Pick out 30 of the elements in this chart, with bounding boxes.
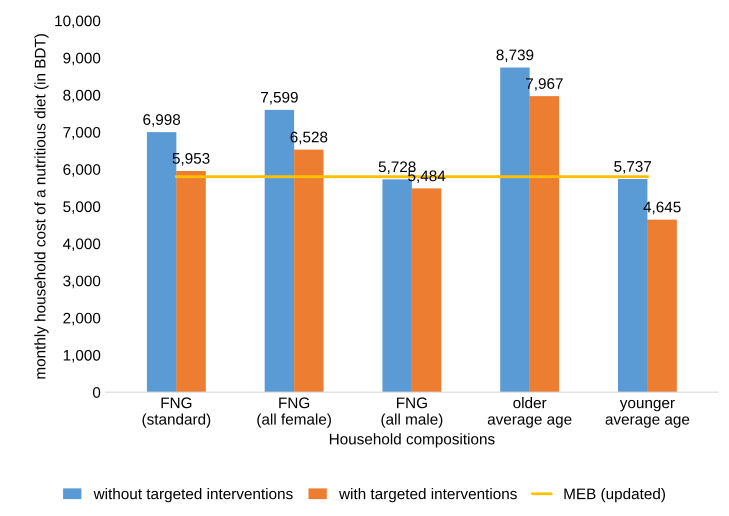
data-label: 8,739 [496,49,534,62]
x-tick-label: older average age [488,397,572,428]
data-label: 5,737 [614,161,652,174]
x-tick-label: FNG (standard) [142,397,210,428]
y-tick-label: 8,000 [63,90,100,102]
y-tick-label: 6,000 [63,164,100,177]
data-label: 6,998 [143,114,180,127]
y-tick-label: 10,000 [55,16,100,28]
x-tick-label: younger average age [606,400,690,428]
y-tick-label: 5,000 [63,201,100,214]
y-tick-label: 7,000 [63,126,100,140]
bar [294,150,324,392]
bar [647,220,677,392]
y-tick-label: 9,000 [63,52,100,66]
bar [530,96,560,392]
y-tick-label: 2,000 [63,312,100,326]
x-axis-title: Household compositions [330,433,495,448]
bar [412,188,442,392]
legend-label: MEB (updated) [564,488,665,502]
y-tick-label: 0 [92,387,100,398]
legend-label: without targeted interventions [94,488,293,502]
y-tick-label: 1,000 [64,350,100,362]
x-tick-label: FNG (all male) [381,397,442,428]
y-tick-label: 4,000 [62,238,100,252]
bar [176,170,206,392]
data-label: 7,599 [261,92,298,104]
x-tick-label: FNG (all female) [257,397,331,428]
legend-label: with targeted interventions [339,488,517,502]
y-axis-title: monthly household cost of a nutritious diet (in BDT) [34,34,49,379]
y-tick-label: 3,000 [63,276,100,288]
